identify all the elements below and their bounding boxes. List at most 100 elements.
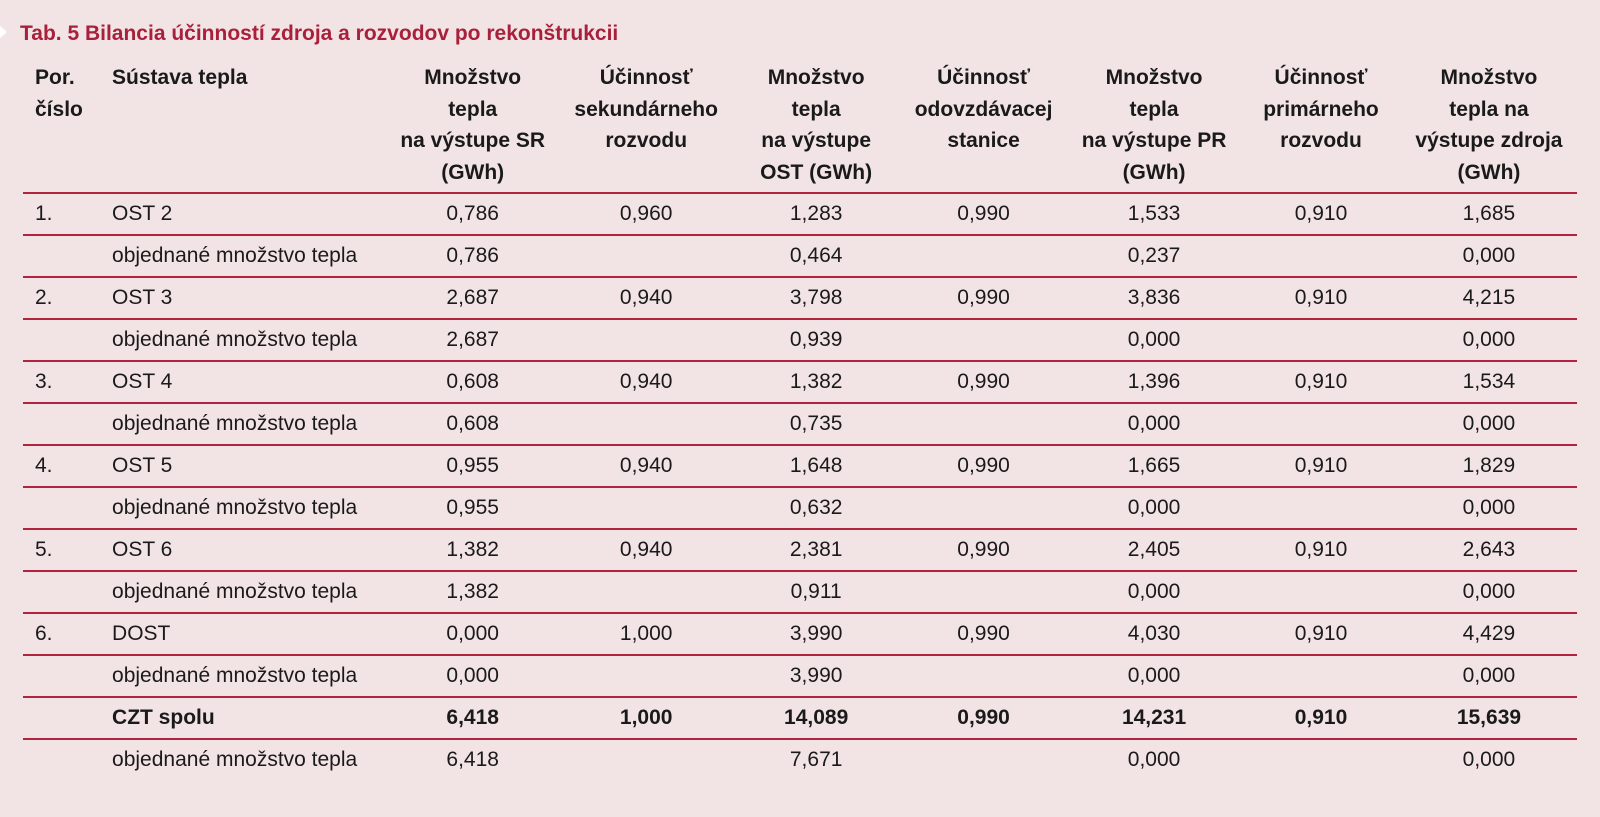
table-row: objednané množstvo tepla 2,687 0,939 0,000 0… (23, 319, 1577, 362)
cell-heat-sr: 0,786 (385, 193, 561, 236)
cell-heat-sr: 0,000 (385, 613, 561, 656)
cell-heat-sr: 2,687 (385, 277, 561, 320)
cell-heat-ost: 1,283 (732, 193, 901, 236)
header-heat-source-line2: tepla na (1449, 97, 1529, 121)
cell-eff-secondary (560, 655, 733, 698)
header-system: Sústava tepla (112, 62, 386, 194)
cell-heat-ost: 0,632 (732, 487, 901, 530)
cell-eff-primary (1241, 655, 1401, 698)
cell-heat-pr: 0,000 (1067, 319, 1242, 362)
cell-eff-secondary: 0,940 (560, 277, 733, 320)
cell-heat-ost: 0,911 (732, 571, 901, 614)
header-eff-secondary: Účinnosť sekundárneho rozvodu (560, 62, 733, 194)
cell-system-name: objednané množstvo tepla (112, 403, 386, 446)
cell-row-number: 6. (23, 613, 113, 656)
cell-heat-source: 0,000 (1400, 403, 1577, 446)
header-eff-station-line3: stanice (947, 129, 1020, 152)
cell-eff-station (900, 235, 1068, 278)
cell-heat-source: 0,000 (1400, 319, 1577, 362)
cell-heat-pr: 0,000 (1067, 487, 1242, 530)
cell-eff-primary: 0,910 (1241, 445, 1401, 488)
header-heat-sr-line3: na výstupe SR (400, 129, 546, 152)
cell-eff-primary (1241, 571, 1401, 614)
cell-eff-station (900, 739, 1067, 780)
cell-heat-ost: 2,381 (732, 529, 901, 572)
cell-heat-sr: 2,687 (385, 319, 561, 362)
cell-row-number: 1. (23, 193, 113, 236)
cell-heat-source: 0,000 (1400, 487, 1577, 530)
cell-row-number (23, 319, 113, 362)
header-heat-pr-line1: Množstvo (1105, 66, 1203, 89)
cell-eff-secondary (560, 739, 732, 780)
cell-row-number: 4. (23, 445, 113, 488)
cell-heat-sr: 6,418 (446, 748, 499, 771)
table-row: 4. OST 5 0,955 0,940 1,648 0,990 1,665 0,910 1,8… (23, 445, 1577, 488)
table-row: 3. OST 4 0,608 0,940 1,382 0,990 1,396 0,910 1,5… (23, 361, 1577, 404)
header-heat-source-line4: (GWh) (1457, 160, 1521, 184)
cell-eff-station (900, 403, 1068, 446)
table-header-row: Por. číslo Sústava tepla Množstvo tepla … (23, 62, 1577, 194)
cell-row-number (23, 697, 113, 740)
cell-eff-secondary: 0,940 (560, 445, 733, 488)
header-eff-station-line2: odovzdávacej (914, 97, 1053, 121)
cell-row-number (23, 403, 113, 446)
cell-heat-pr: 1,665 (1067, 445, 1242, 488)
header-eff-primary: Účinnosť primárneho rozvodu (1241, 62, 1401, 194)
cell-eff-station: 0,990 (900, 613, 1068, 656)
cell-system-name: OST 5 (112, 445, 386, 488)
cell-heat-source: 1,685 (1400, 193, 1577, 236)
cell-eff-station: 0,990 (900, 445, 1068, 488)
cell-system-name: OST 4 (112, 361, 386, 404)
cell-system-name: objednané množstvo tepla (112, 319, 386, 362)
cell-eff-station (900, 319, 1068, 362)
cell-heat-sr: 0,000 (385, 655, 561, 698)
cell-eff-secondary: 0,940 (560, 529, 733, 572)
heat-balance-table: Por. číslo Sústava tepla Množstvo tepla … (23, 62, 1577, 780)
cell-system-name: objednané množstvo tepla (112, 748, 358, 771)
cell-eff-primary (1241, 235, 1401, 278)
table-row: 6. DOST 0,000 1,000 3,990 0,990 4,030 0,910 4,42… (23, 613, 1577, 656)
table-row: objednané množstvo tepla 0,955 0,632 0,000 0… (23, 487, 1577, 530)
cell-eff-station: 0,990 (900, 697, 1068, 740)
header-row-number-line2: číslo (35, 97, 83, 121)
cell-row-number: 3. (23, 361, 113, 404)
cell-eff-station: 0,990 (900, 277, 1068, 320)
cell-heat-ost: 14,089 (732, 697, 901, 740)
cell-heat-sr: 1,382 (385, 529, 561, 572)
cell-system-name: OST 6 (112, 529, 386, 572)
header-row-number-line1: Por. (35, 66, 75, 89)
cell-system-name: objednané množstvo tepla (112, 487, 386, 530)
cell-heat-source: 4,429 (1400, 613, 1577, 656)
cell-heat-source: 15,639 (1400, 697, 1577, 740)
cell-eff-secondary (560, 235, 733, 278)
table-row: 5. OST 6 1,382 0,940 2,381 0,990 2,405 0,910 2,6… (23, 529, 1577, 572)
cell-eff-secondary (560, 403, 733, 446)
cell-eff-station (900, 487, 1068, 530)
cell-heat-ost: 0,939 (732, 319, 901, 362)
cell-eff-station: 0,990 (900, 193, 1068, 236)
title-marker-icon (0, 26, 7, 38)
cell-row-number: 5. (23, 529, 113, 572)
cell-heat-ost: 3,798 (732, 277, 901, 320)
header-eff-station-line1: Účinnosť (937, 66, 1031, 89)
cell-heat-source: 0,000 (1462, 748, 1516, 771)
cell-eff-secondary: 0,940 (560, 361, 733, 404)
cell-eff-primary: 0,910 (1241, 361, 1401, 404)
cell-eff-station (900, 571, 1068, 614)
header-eff-secondary-line2: sekundárneho (574, 97, 718, 121)
cell-eff-primary (1241, 487, 1401, 530)
table-row: 1. OST 2 0,786 0,960 1,283 0,990 1,533 0,910 1,6… (23, 193, 1577, 236)
cell-heat-source: 0,000 (1400, 571, 1577, 614)
cell-row-number (23, 655, 113, 698)
header-heat-ost-line2: tepla (791, 97, 841, 121)
header-eff-secondary-line1: Účinnosť (599, 66, 693, 89)
cell-eff-primary: 0,910 (1241, 613, 1401, 656)
cell-eff-station (900, 655, 1068, 698)
cell-heat-pr: 3,836 (1067, 277, 1242, 320)
cell-heat-pr: 4,030 (1067, 613, 1242, 656)
table-row-total: CZT spolu 6,418 1,000 14,089 0,990 14,231 0,91… (23, 697, 1577, 740)
cell-eff-station: 0,990 (900, 361, 1068, 404)
cell-eff-secondary: 1,000 (560, 697, 733, 740)
cell-system-name: CZT spolu (112, 697, 386, 740)
header-heat-sr-line4: (GWh) (441, 160, 505, 184)
